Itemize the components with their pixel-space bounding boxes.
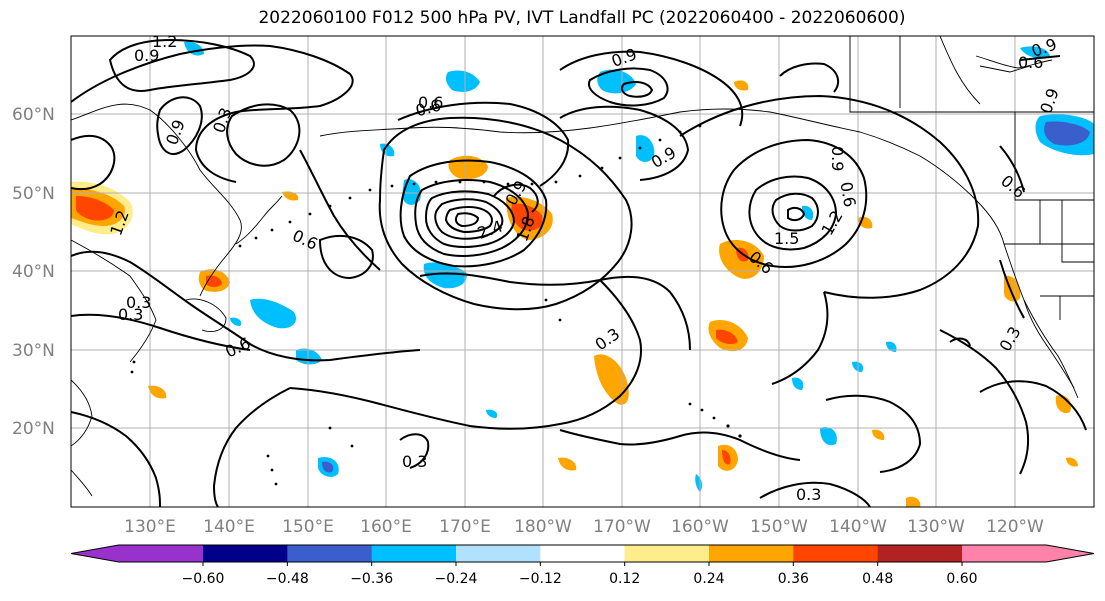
lat-label: 50°N [12,184,55,204]
ivt-negative-patch [597,69,636,94]
ivt-positive-patch [148,385,167,399]
ivt-positive-patch [734,80,749,91]
colorbar-segment [793,545,879,562]
colorbar-segment [540,545,626,562]
lon-label: 170°E [439,517,491,537]
contour-label: 0.3 [796,485,821,504]
colorbar-tick-label: 0.48 [862,571,893,587]
lat-label: 60°N [12,105,55,125]
contour-label: 0.3 [126,293,151,312]
colorbar-segment [709,545,794,562]
contour-label: 0.9 [828,146,847,171]
contour-label: 1.2 [152,32,177,51]
colorbar: −0.60 −0.48 −0.36 −0.24 −0.12 0.12 0.24 0.36 0.4… [70,544,1095,587]
latitude-axis: 60°N 50°N 40°N 30°N 20°N [12,105,55,439]
contour-label: 0.9 [162,117,189,147]
ivt-negative-patch [886,341,897,352]
lon-label: 120°W [986,517,1044,537]
contour-label: 0.6 [997,171,1029,202]
colorbar-segment [203,545,288,562]
colorbar-segment [877,545,963,562]
contour-label: 0.9 [609,44,639,71]
colorbar-tick-label: 0.24 [693,571,724,587]
ivt-positive-patch [906,496,921,507]
lon-label: 160°E [360,517,412,537]
coastlines [71,36,1094,497]
contour-label: 0.6 [222,333,253,361]
map-title: 2022060100 F012 500 hPa PV, IVT Landfall… [258,8,906,28]
graticule [71,36,1094,507]
ivt-negative-patch [296,348,322,365]
colorbar-tick-label: −0.12 [519,571,562,587]
colorbar-tick-label: −0.48 [266,571,309,587]
ivt-negative-patch [423,262,467,289]
ivt-negative-patch [445,70,480,92]
lon-label: 160°W [671,517,729,537]
ivt-negative-patch [636,135,655,162]
lon-label: 180°W [514,517,572,537]
colorbar-tick-label: 0.60 [946,571,977,587]
colorbar-tick-label: 0.36 [778,571,809,587]
ivt-shading-layer [71,41,1094,507]
colorbar-tick-label: −0.36 [350,571,393,587]
colorbar-tick-label: −0.24 [435,571,478,587]
ivt-negative-patch [695,474,703,492]
ivt-negative-patch [250,298,297,329]
ivt-negative-patch [1044,121,1090,146]
ivt-negative-patch [1020,46,1050,58]
contour-label: 0.6 [836,180,859,208]
colorbar-outline [70,544,1095,563]
lon-label: 140°E [203,517,255,537]
colorbar-tick-label: −0.60 [182,571,225,587]
lat-label: 20°N [12,419,55,439]
contour-label: 0.3 [402,452,427,471]
colorbar-segment [624,545,710,562]
ivt-negative-patch [820,426,837,446]
lat-label: 40°N [12,262,55,282]
ivt-positive-patch [282,191,299,201]
ivt-negative-patch [322,461,334,473]
colorbar-segment [371,545,457,562]
pv-contours [71,38,1087,507]
map-frame [70,35,1095,508]
ivt-positive-patch [558,457,577,471]
lon-label: 170°W [593,517,651,537]
contour-label: 1.5 [774,229,799,248]
contour-label: 0.6 [418,93,443,112]
colorbar-extension-high [962,545,1094,562]
contour-label: 1.2 [817,207,846,239]
colorbar-tick-label: 0.12 [609,571,640,587]
colorbar-segment [456,545,541,562]
contour-label: 0.3 [209,105,236,135]
lon-label: 150°E [282,517,334,537]
ivt-negative-patch [792,377,804,390]
ivt-positive-patch [448,155,488,180]
ivt-negative-patch [486,409,498,418]
contour-label: 0.6 [290,226,321,254]
ivt-positive-patch [716,329,738,345]
longitude-axis: 130°E 140°E 150°E 160°E 170°E 180°W 170°… [124,517,1044,537]
lon-label: 130°E [124,517,176,537]
lat-label: 30°N [12,341,55,361]
lon-label: 150°W [750,517,808,537]
island-chains [130,124,742,486]
ivt-negative-patch [802,205,814,220]
contour-label: 0.3 [118,305,143,324]
lon-label: 130°W [907,517,965,537]
ivt-positive-patch [872,429,885,440]
ivt-positive-patch [722,450,731,465]
ivt-positive-patch [76,196,114,221]
colorbar-segment [287,545,373,562]
ivt-positive-patch [1066,457,1078,467]
colorbar-extension-low [71,545,203,562]
contour-label: 0.9 [134,46,159,65]
contour-label: 0.6 [1018,53,1043,72]
ivt-positive-patch [594,354,629,405]
ivt-negative-patch [230,317,242,326]
lon-label: 140°W [829,517,887,537]
